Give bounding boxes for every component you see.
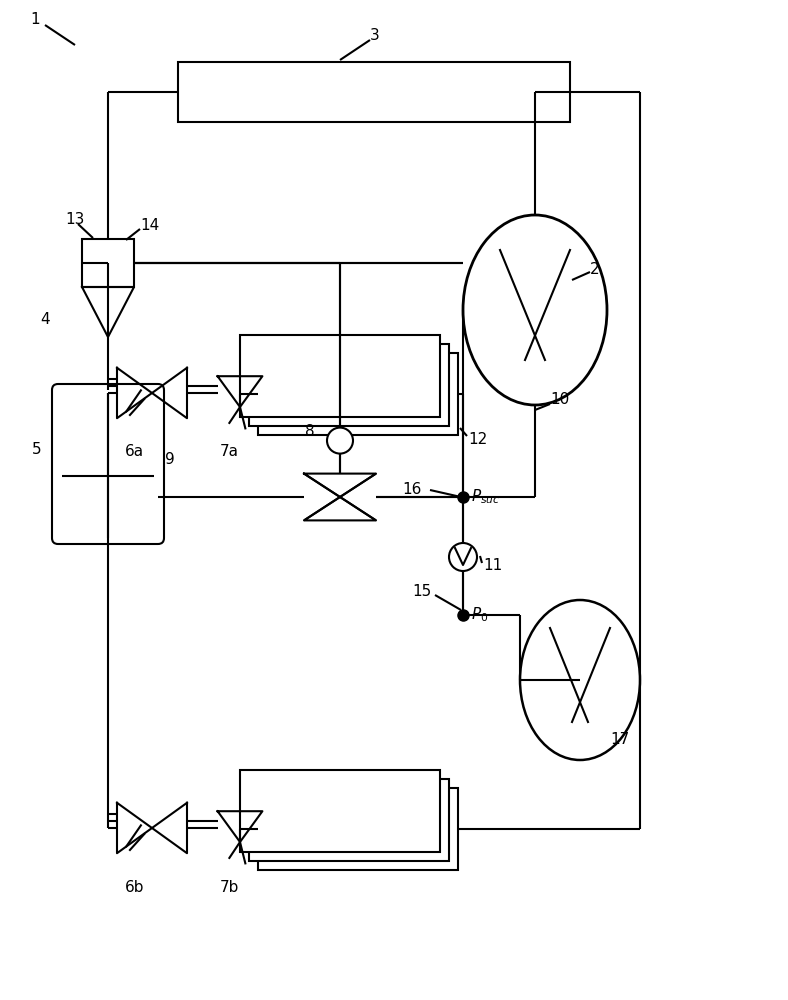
Text: 2: 2 xyxy=(590,262,600,277)
Text: 7b: 7b xyxy=(220,880,240,896)
Circle shape xyxy=(449,543,477,571)
Text: $P_0$: $P_0$ xyxy=(471,606,489,624)
Text: 1: 1 xyxy=(30,12,39,27)
Text: 16: 16 xyxy=(402,483,422,497)
Text: 6b: 6b xyxy=(125,880,144,896)
Text: 13: 13 xyxy=(65,213,84,228)
Text: 15: 15 xyxy=(412,584,431,599)
Text: 8: 8 xyxy=(305,424,314,440)
Text: 9: 9 xyxy=(165,452,175,468)
Bar xyxy=(249,779,449,861)
Bar xyxy=(178,62,570,122)
Bar xyxy=(258,353,458,435)
Text: 3: 3 xyxy=(370,27,380,42)
Text: 5: 5 xyxy=(32,442,42,458)
Text: 14: 14 xyxy=(140,218,159,232)
FancyBboxPatch shape xyxy=(52,384,164,544)
Text: 11: 11 xyxy=(483,558,502,572)
Text: 4: 4 xyxy=(40,312,50,328)
Bar xyxy=(240,335,440,417)
Text: 12: 12 xyxy=(468,432,487,448)
Text: 7a: 7a xyxy=(220,444,239,460)
Text: 10: 10 xyxy=(550,392,569,408)
Bar xyxy=(258,788,458,870)
Ellipse shape xyxy=(520,600,640,760)
Bar xyxy=(82,239,134,287)
Circle shape xyxy=(327,428,353,454)
Text: 17: 17 xyxy=(610,732,630,748)
Text: 6a: 6a xyxy=(125,444,144,460)
Text: $P_{suc}$: $P_{suc}$ xyxy=(471,488,500,506)
Ellipse shape xyxy=(463,215,607,405)
Bar xyxy=(240,770,440,852)
Bar xyxy=(249,344,449,426)
